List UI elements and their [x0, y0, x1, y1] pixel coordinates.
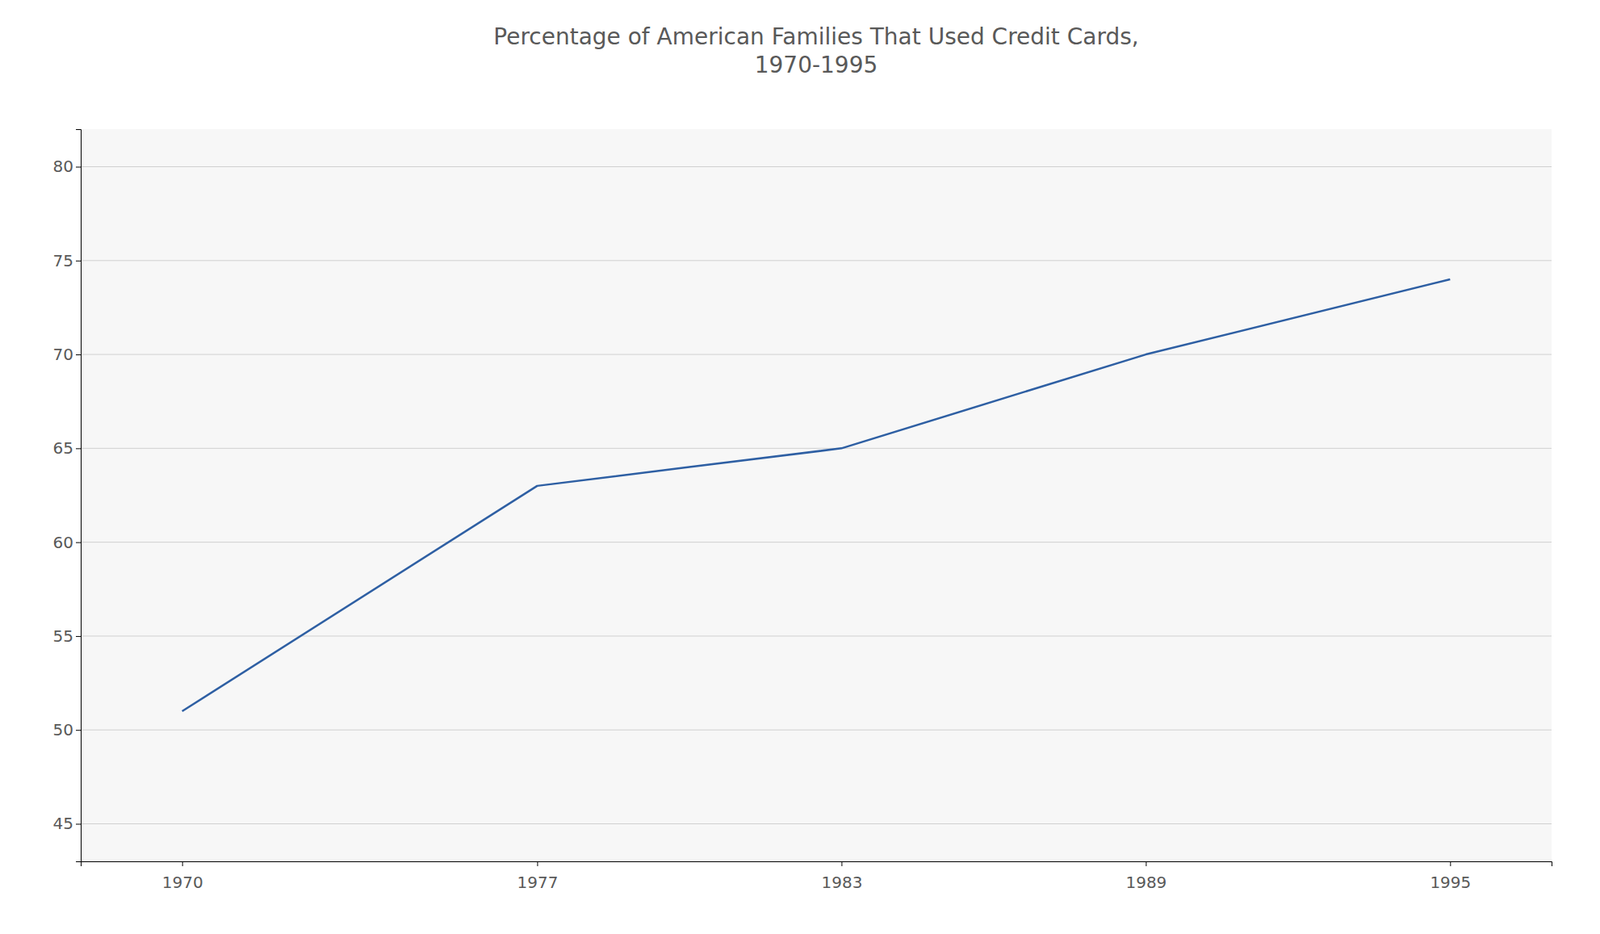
tick: 65 — [53, 438, 81, 458]
tick: 1989 — [1125, 861, 1167, 893]
grid-line — [80, 729, 1552, 731]
chart: 1970 1977 1983 1989 1995 45 50 55 60 65 70 75 80 Perc… — [0, 0, 1600, 934]
line — [182, 279, 1451, 712]
tick-mark — [841, 861, 842, 867]
axis-line — [75, 129, 82, 863]
tick: 1977 — [516, 861, 558, 893]
tick-label: 80 — [53, 156, 74, 176]
tick: 1995 — [1429, 861, 1471, 893]
plot-background — [80, 129, 1552, 862]
tick-mark — [75, 167, 81, 168]
grid — [80, 167, 1552, 825]
grid-line — [80, 166, 1552, 168]
title: Percentage of American Families That Use… — [493, 23, 1139, 79]
tick: 60 — [53, 532, 81, 553]
tick-label: 1970 — [162, 872, 204, 893]
tick-label: 1983 — [820, 872, 863, 893]
tick-label: 1977 — [516, 872, 558, 893]
title-line: Percentage of American Families That Use… — [493, 23, 1139, 51]
tick-mark — [75, 448, 81, 449]
tick-mark — [75, 729, 81, 731]
tick: 55 — [53, 626, 81, 646]
tick-mark — [1145, 861, 1147, 867]
y-axis: 45 50 55 60 65 70 75 80 — [53, 129, 82, 863]
tick: 75 — [53, 251, 81, 271]
grid-line — [80, 448, 1552, 449]
grid-line — [80, 259, 1552, 261]
tick-label: 65 — [53, 438, 74, 458]
grid-line — [80, 823, 1552, 825]
tick: 80 — [53, 156, 81, 176]
plot: 1970 1977 1983 1989 1995 45 50 55 60 65 70 75 80 — [53, 129, 1553, 893]
tick-label: 75 — [53, 251, 74, 271]
tick-mark — [1449, 861, 1451, 867]
tick: 1983 — [820, 861, 863, 893]
tick-label: 60 — [53, 532, 74, 553]
tick-mark — [75, 542, 81, 544]
grid-line — [80, 354, 1552, 356]
tick-mark — [182, 861, 184, 867]
tick: 1970 — [162, 861, 204, 893]
tick: 70 — [53, 344, 81, 365]
tick: 45 — [53, 813, 81, 834]
tick-label: 55 — [53, 626, 74, 646]
tick-mark — [75, 636, 81, 637]
tick-label: 50 — [53, 720, 74, 740]
tick-label: 1989 — [1125, 872, 1167, 893]
title-line: 1970-1995 — [754, 51, 879, 79]
tick-label: 1995 — [1429, 872, 1471, 893]
tick-mark — [75, 823, 81, 825]
tick-label: 45 — [53, 813, 74, 834]
tick: 50 — [53, 720, 81, 740]
tick-mark — [75, 260, 81, 262]
marks — [182, 279, 1451, 712]
grid-line — [80, 541, 1552, 543]
tick-mark — [536, 861, 538, 867]
x-axis: 1970 1977 1983 1989 1995 — [81, 861, 1553, 893]
axis-line — [81, 862, 1553, 868]
tick-mark — [75, 354, 81, 356]
tick-label: 70 — [53, 344, 74, 365]
